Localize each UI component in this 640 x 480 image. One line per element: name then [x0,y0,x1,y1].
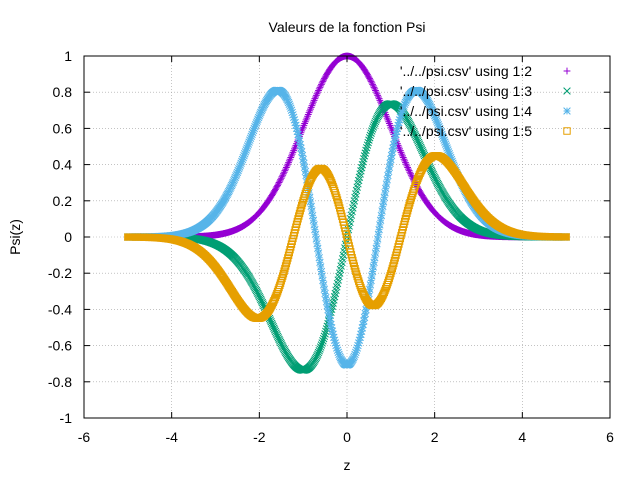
y-tick-label: -0.8 [48,374,72,390]
x-tick-label: 2 [431,429,439,445]
x-tick-label: 4 [518,429,526,445]
legend-marker [563,87,571,95]
legend-label: '../../psi.csv' using 1:4 [400,103,532,119]
legend-label: '../../psi.csv' using 1:3 [400,83,532,99]
series-4-points [124,151,570,323]
legend-marker [563,107,571,115]
chart-title: Valeurs de la fonction Psi [269,19,426,35]
x-tick-label: 0 [343,429,351,445]
ticks: -6 -4 -2 0 2 4 6 -1 -0.8 -0.6 -0.4 -0.2 0 0.2 0.4 0.6 0.… [48,48,614,445]
x-axis-label: z [344,457,351,473]
y-tick-label: 0.8 [53,84,73,100]
x-tick-label: -2 [253,429,266,445]
legend-label: '../../psi.csv' using 1:2 [400,63,532,79]
y-tick-label: -0.6 [48,338,72,354]
y-tick-label: -0.2 [48,265,72,281]
legend: '../../psi.csv' using 1:2 '../../psi.csv'… [400,63,571,139]
legend-label: '../../psi.csv' using 1:5 [400,123,532,139]
x-tick-label: -4 [165,429,178,445]
y-tick-label: -0.4 [48,301,72,317]
legend-marker [563,127,571,135]
y-tick-label: 0.4 [53,157,73,173]
y-tick-label: 0.6 [53,120,73,136]
x-tick-label: 6 [606,429,614,445]
y-tick-label: -1 [60,410,73,426]
series-4 [124,151,570,323]
series-layer [124,52,570,374]
y-axis-label: Psi(z) [7,219,23,255]
legend-marker [563,67,571,75]
x-tick-label: -6 [78,429,91,445]
y-tick-label: 0.2 [53,193,73,209]
y-tick-label: 0 [64,229,72,245]
y-tick-label: 1 [64,48,72,64]
